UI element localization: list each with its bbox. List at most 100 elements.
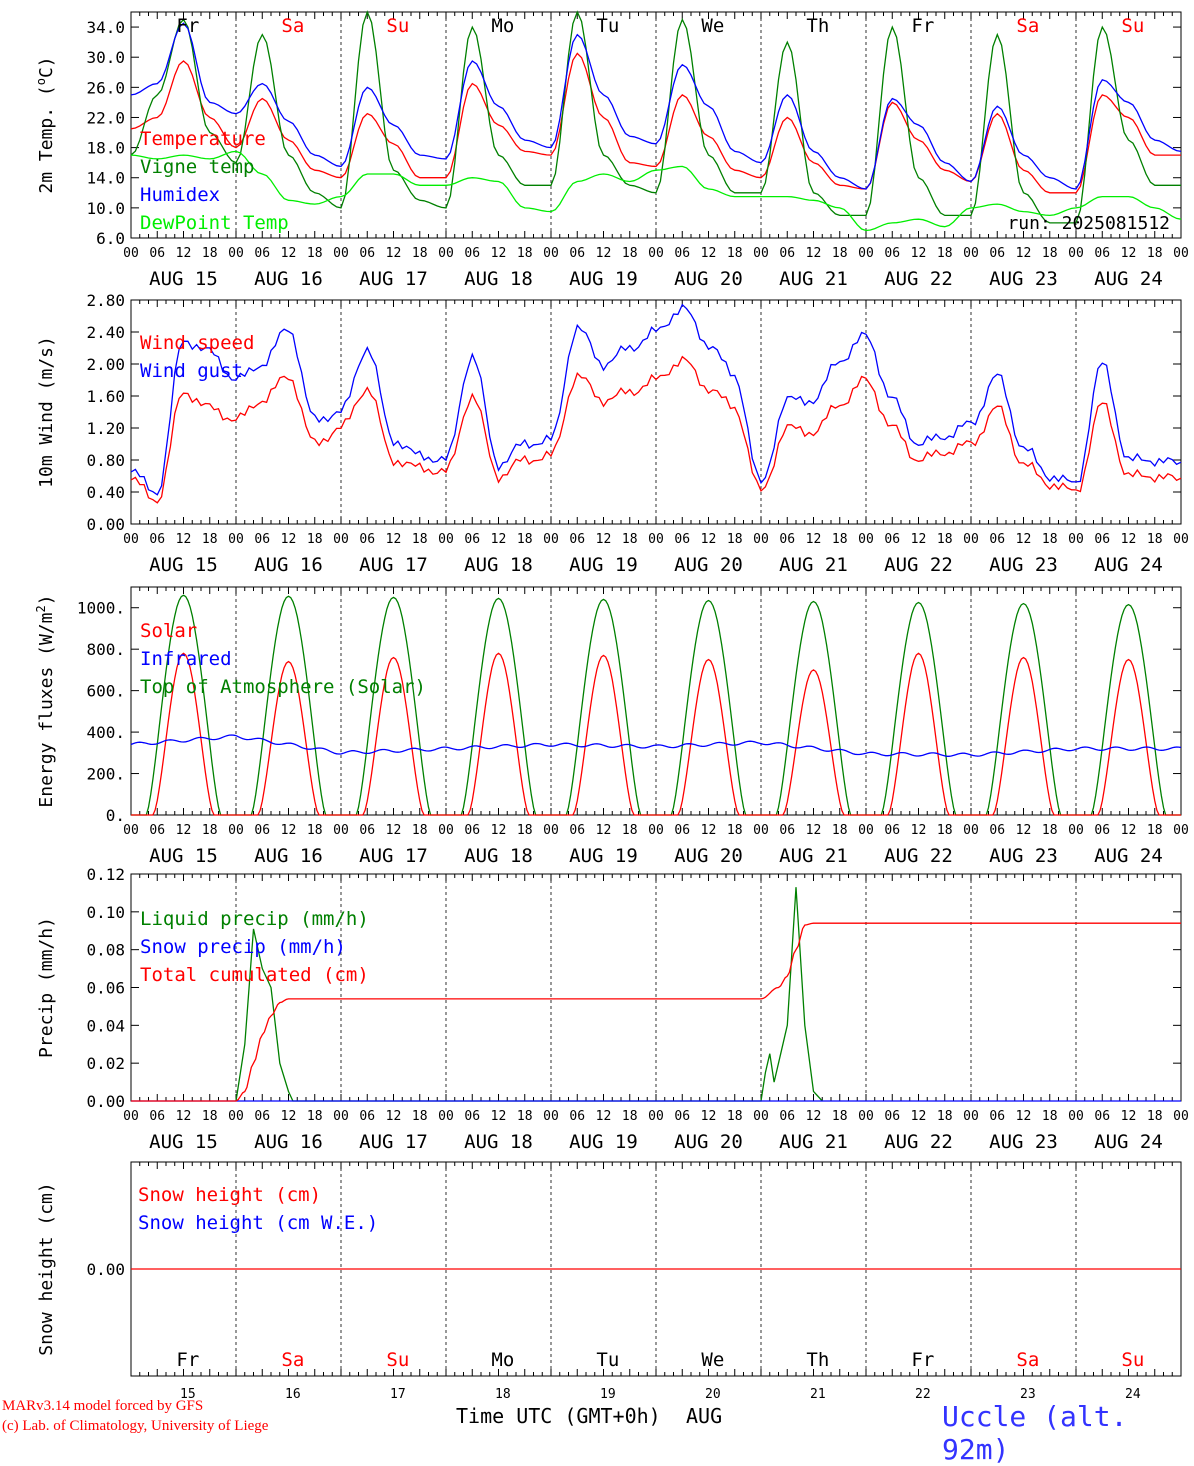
precip-hour-label: 06	[149, 1109, 165, 1124]
temp-series-humidex	[130, 22, 1182, 190]
temp-y-axis-label: 2m Temp. (oC)	[34, 56, 57, 193]
temp-weekday-label: Su	[1121, 15, 1144, 37]
wind-series-wind-speed	[130, 355, 1182, 504]
energy-hour-label: 18	[202, 823, 218, 838]
wind-hour-label: 18	[412, 532, 428, 547]
wind-hour-label: 06	[779, 532, 795, 547]
temp-hour-label: 18	[832, 246, 848, 261]
wind-hour-label: 06	[359, 532, 375, 547]
wind-hour-label: 00	[543, 532, 559, 547]
precip-hour-label: 18	[202, 1109, 218, 1124]
precip-hour-label: 06	[884, 1109, 900, 1124]
wind-date-label: AUG 24	[1094, 554, 1163, 576]
temp-hour-label: 12	[911, 246, 927, 261]
wind-hour-label: 06	[674, 532, 690, 547]
precip-y-tick-label: 0.08	[86, 941, 125, 960]
wind-hour-label: 12	[806, 532, 822, 547]
energy-hour-label: 00	[1068, 823, 1084, 838]
energy-hour-label: 18	[517, 823, 533, 838]
energy-series-toa	[131, 594, 1181, 816]
energy-series-infrared	[130, 734, 1182, 757]
temp-hour-label: 00	[1173, 246, 1189, 261]
wind-hour-label: 18	[727, 532, 743, 547]
temp-hour-label: 06	[254, 246, 270, 261]
wind-hour-label: 12	[596, 532, 612, 547]
precip-hour-label: 18	[307, 1109, 323, 1124]
precip-date-label: AUG 20	[674, 1131, 743, 1153]
precip-date-label: AUG 15	[149, 1131, 218, 1153]
snow-weekday-label: Sa	[1016, 1349, 1039, 1371]
temp-date-label: AUG 15	[149, 268, 218, 290]
temp-weekday-label: Sa	[281, 15, 304, 37]
snow-day-number: 21	[810, 1387, 826, 1402]
precip-hour-label: 18	[1147, 1109, 1163, 1124]
temp-hour-label: 18	[622, 246, 638, 261]
energy-series-solar	[131, 652, 1181, 816]
temp-hour-label: 06	[464, 246, 480, 261]
wind-hour-label: 12	[491, 532, 507, 547]
temp-hour-label: 18	[727, 246, 743, 261]
energy-hour-label: 00	[123, 823, 139, 838]
wind-y-tick-label: 0.00	[86, 515, 125, 534]
precip-series-total	[131, 922, 1181, 1102]
energy-hour-label: 12	[386, 823, 402, 838]
snow-day-number: 20	[705, 1387, 721, 1402]
wind-hour-label: 12	[386, 532, 402, 547]
temp-legend-entry: Humidex	[140, 184, 220, 206]
temp-date-label: AUG 17	[359, 268, 428, 290]
temp-weekday-label: Fr	[911, 15, 934, 37]
precip-legend-entry: Snow precip (mm/h)	[140, 936, 346, 958]
temp-hour-label: 12	[1121, 246, 1137, 261]
energy-hour-label: 00	[858, 823, 874, 838]
precip-hour-label: 00	[753, 1109, 769, 1124]
energy-hour-label: 00	[648, 823, 664, 838]
wind-hour-label: 00	[123, 532, 139, 547]
temp-hour-label: 18	[412, 246, 428, 261]
temp-date-label: AUG 21	[779, 268, 848, 290]
temp-hour-label: 00	[333, 246, 349, 261]
precip-hour-label: 12	[1121, 1109, 1137, 1124]
temp-hour-label: 06	[989, 246, 1005, 261]
wind-date-label: AUG 16	[254, 554, 323, 576]
credit-line-1: MARv3.14 model forced by GFS	[2, 1398, 204, 1414]
temp-hour-label: 00	[963, 246, 979, 261]
temp-date-label: AUG 24	[1094, 268, 1163, 290]
temp-hour-label: 18	[1147, 246, 1163, 261]
precip-hour-label: 12	[1016, 1109, 1032, 1124]
snow-weekday-label: Sa	[281, 1349, 304, 1371]
wind-hour-label: 06	[254, 532, 270, 547]
temp-date-label: AUG 16	[254, 268, 323, 290]
precip-hour-label: 12	[806, 1109, 822, 1124]
wind-hour-label: 00	[963, 532, 979, 547]
wind-hour-label: 18	[517, 532, 533, 547]
temp-y-tick-label: 30.0	[86, 48, 125, 67]
precip-hour-label: 06	[569, 1109, 585, 1124]
precip-hour-label: 12	[491, 1109, 507, 1124]
temp-weekday-label: Mo	[491, 15, 514, 37]
precip-hour-label: 18	[622, 1109, 638, 1124]
precip-legend-entry: Liquid precip (mm/h)	[140, 908, 369, 930]
energy-hour-label: 06	[464, 823, 480, 838]
energy-date-label: AUG 15	[149, 845, 218, 867]
precip-y-tick-label: 0.00	[86, 1092, 125, 1111]
wind-date-label: AUG 23	[989, 554, 1058, 576]
wind-hour-label: 18	[1042, 532, 1058, 547]
wind-hour-label: 12	[911, 532, 927, 547]
wind-hour-label: 00	[753, 532, 769, 547]
temp-weekday-label: Tu	[596, 15, 619, 37]
energy-hour-label: 12	[491, 823, 507, 838]
wind-hour-label: 00	[1068, 532, 1084, 547]
temp-hour-label: 12	[281, 246, 297, 261]
temp-weekday-label: Fr	[176, 15, 199, 37]
snow-legend-entry: Snow height (cm W.E.)	[138, 1212, 378, 1234]
energy-hour-label: 06	[989, 823, 1005, 838]
wind-hour-label: 06	[464, 532, 480, 547]
energy-hour-label: 12	[281, 823, 297, 838]
temp-hour-label: 06	[884, 246, 900, 261]
energy-hour-label: 06	[254, 823, 270, 838]
temp-hour-label: 00	[123, 246, 139, 261]
energy-hour-label: 18	[307, 823, 323, 838]
precip-hour-label: 00	[333, 1109, 349, 1124]
precip-hour-label: 00	[648, 1109, 664, 1124]
precip-hour-label: 00	[963, 1109, 979, 1124]
